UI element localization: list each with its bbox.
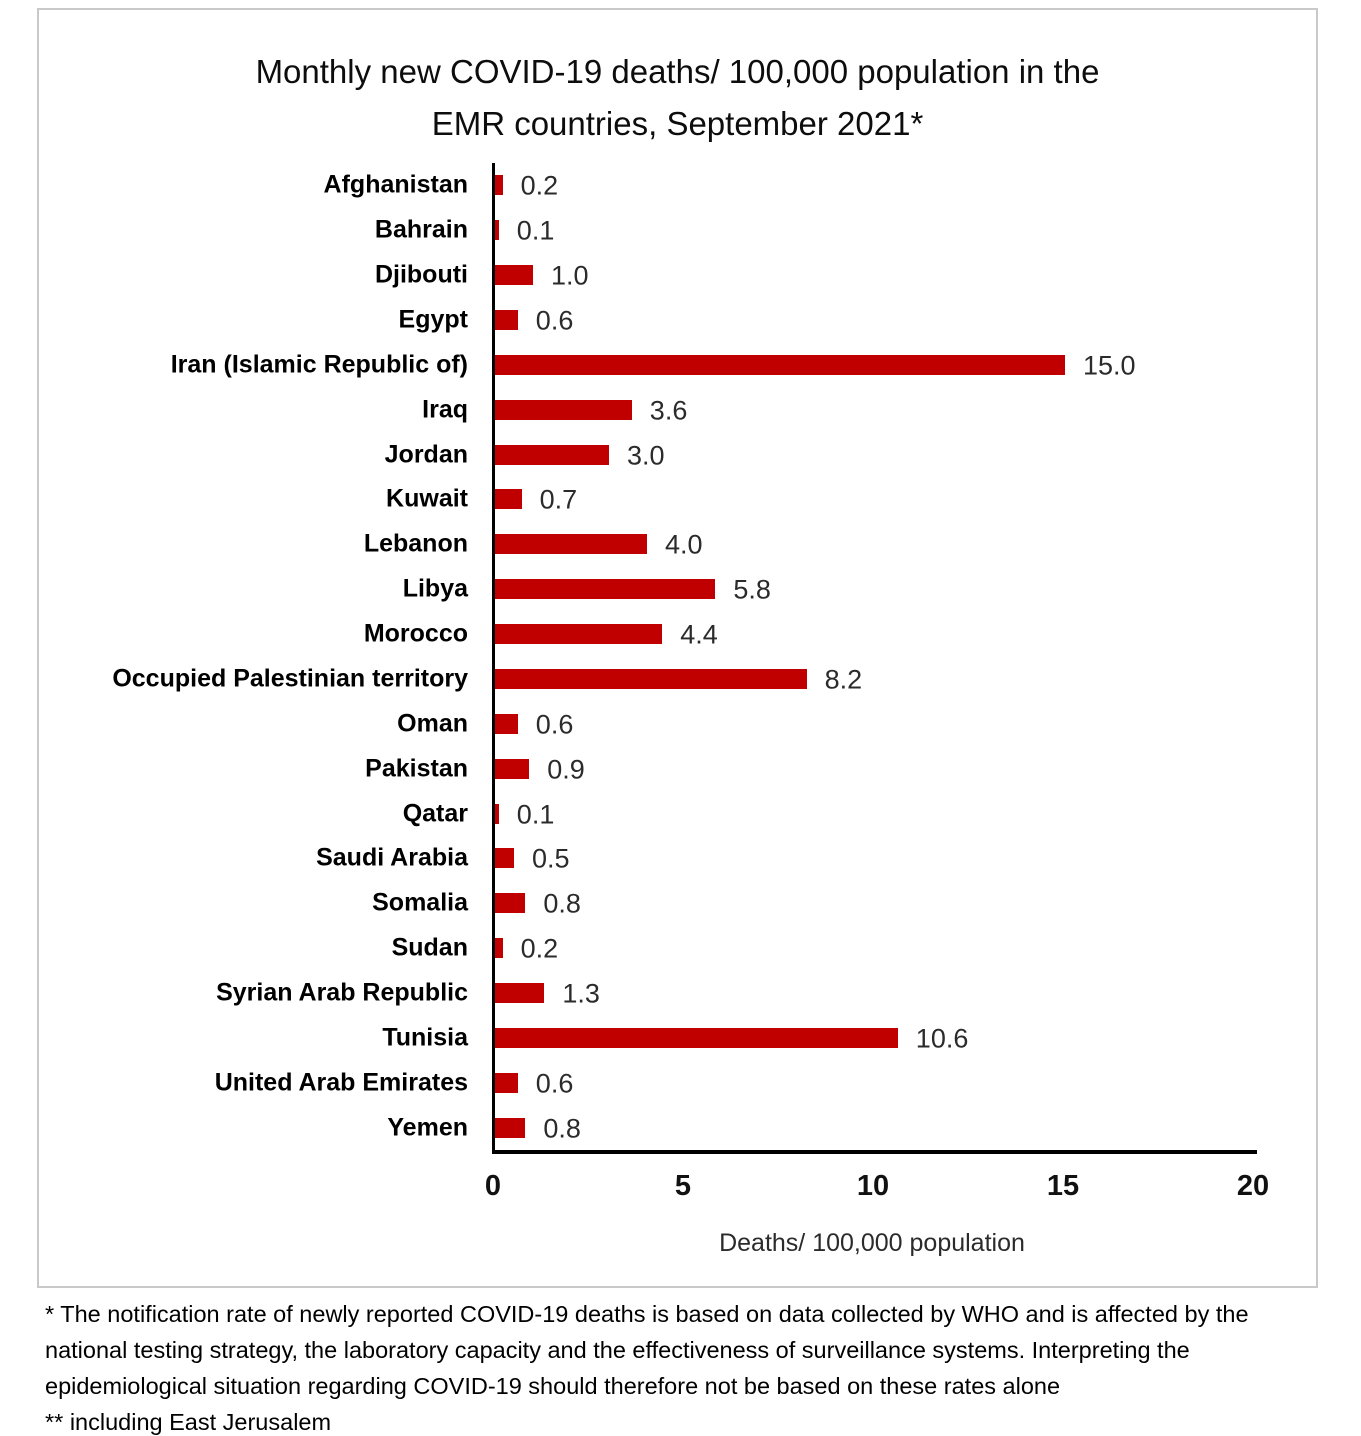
bar xyxy=(495,624,663,645)
category-label: Qatar xyxy=(402,799,468,828)
bar xyxy=(495,444,609,465)
x-axis-tick: 10 xyxy=(856,1170,890,1202)
bar xyxy=(495,1027,898,1048)
chart-title: Monthly new COVID-19 deaths/ 100,000 pop… xyxy=(39,46,1316,150)
value-label: 0.6 xyxy=(535,305,574,336)
category-label: United Arab Emirates xyxy=(214,1068,468,1097)
bar xyxy=(495,848,514,869)
category-label: Oman xyxy=(397,709,468,738)
plot-area: Deaths/ 100,000 population Afghanistan 0.… xyxy=(39,163,1313,1257)
category-label: Jordan xyxy=(384,440,468,469)
value-label: 5.8 xyxy=(733,574,771,605)
category-label: Pakistan xyxy=(365,754,468,783)
value-label: 10.6 xyxy=(915,1023,969,1054)
value-label: 4.0 xyxy=(665,529,703,560)
value-label: 0.2 xyxy=(520,933,559,964)
x-axis-tick: 20 xyxy=(1236,1170,1270,1202)
category-label: Occupied Palestinian territory xyxy=(112,664,468,693)
chart-title-line-1: Monthly new COVID-19 deaths/ 100,000 pop… xyxy=(255,53,1100,90)
value-label: 0.1 xyxy=(516,215,555,246)
category-label: Iraq xyxy=(422,395,468,424)
x-axis-tick: 15 xyxy=(1046,1170,1080,1202)
value-label: 1.3 xyxy=(562,978,600,1009)
value-label: 0.6 xyxy=(535,1068,574,1099)
value-label: 8.2 xyxy=(824,664,863,695)
bar xyxy=(495,310,518,331)
footnote-block: * The notification rate of newly reporte… xyxy=(45,1296,1321,1436)
category-label: Egypt xyxy=(398,305,468,334)
bar xyxy=(495,1117,526,1138)
bar xyxy=(495,803,499,824)
x-axis-tick: 0 xyxy=(484,1170,502,1202)
value-label: 3.0 xyxy=(627,440,665,471)
bar xyxy=(495,668,807,689)
category-label: Djibouti xyxy=(374,260,468,289)
category-label: Sudan xyxy=(391,933,468,962)
value-label: 0.7 xyxy=(539,484,578,515)
category-label: Bahrain xyxy=(374,215,468,244)
bar xyxy=(495,354,1065,375)
bar xyxy=(495,175,503,196)
y-axis-line xyxy=(492,163,495,1153)
category-label: Tunisia xyxy=(382,1023,468,1052)
value-label: 0.5 xyxy=(532,843,570,874)
category-label: Kuwait xyxy=(386,484,468,513)
value-label: 0.8 xyxy=(543,888,581,919)
category-label: Syrian Arab Republic xyxy=(216,978,468,1007)
value-label: 0.1 xyxy=(516,799,555,830)
bar xyxy=(495,982,545,1003)
value-label: 1.0 xyxy=(551,260,589,291)
category-label: Lebanon xyxy=(363,529,468,558)
value-label: 0.8 xyxy=(543,1113,581,1144)
category-label: Afghanistan xyxy=(323,170,468,199)
category-label: Morocco xyxy=(363,619,468,648)
value-label: 15.0 xyxy=(1083,350,1136,381)
bar xyxy=(495,579,716,600)
value-label: 3.6 xyxy=(649,395,688,426)
x-axis-line xyxy=(492,1150,1257,1154)
bar xyxy=(495,1072,518,1093)
bar xyxy=(495,220,499,241)
chart-card: Monthly new COVID-19 deaths/ 100,000 pop… xyxy=(37,8,1318,1288)
bar xyxy=(495,534,647,555)
value-label: 4.4 xyxy=(680,619,718,650)
chart-title-line-2: EMR countries, September 2021* xyxy=(431,105,924,142)
bar xyxy=(495,758,530,779)
bar xyxy=(495,489,522,510)
bar xyxy=(495,265,533,286)
category-label: Iran (Islamic Republic of) xyxy=(170,350,468,379)
value-label: 0.6 xyxy=(535,709,574,740)
category-label: Somalia xyxy=(372,888,468,917)
footnote-1: * The notification rate of newly reporte… xyxy=(45,1301,1249,1399)
bar xyxy=(495,399,632,420)
value-label: 0.2 xyxy=(520,170,559,201)
bar xyxy=(495,938,503,959)
footnote-2: ** including East Jerusalem xyxy=(45,1409,332,1435)
category-label: Saudi Arabia xyxy=(316,843,468,872)
bar xyxy=(495,893,526,914)
x-axis-tick: 5 xyxy=(674,1170,692,1202)
bar xyxy=(495,713,518,734)
category-label: Libya xyxy=(402,574,468,603)
value-label: 0.9 xyxy=(547,754,585,785)
category-label: Yemen xyxy=(387,1113,468,1142)
x-axis-title: Deaths/ 100,000 population xyxy=(719,1229,1025,1257)
